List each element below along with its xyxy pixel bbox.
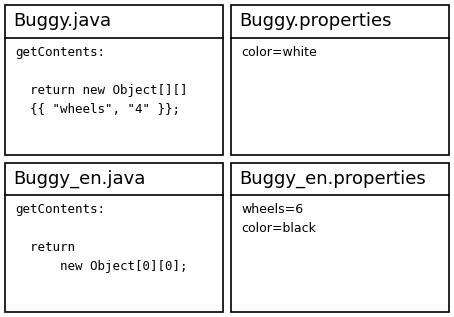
Text: getContents:

  return new Object[][]
  {{ "wheels", "4" }};: getContents: return new Object[][] {{ "w… — [15, 46, 188, 116]
Text: Buggy.java: Buggy.java — [13, 12, 111, 30]
Text: Buggy.properties: Buggy.properties — [239, 12, 391, 30]
Bar — [231, 163, 449, 312]
Bar — [5, 163, 223, 312]
Text: color=white: color=white — [241, 46, 317, 59]
Text: wheels=6
color=black: wheels=6 color=black — [241, 204, 316, 236]
Text: Buggy_en.java: Buggy_en.java — [13, 170, 145, 188]
Text: Buggy_en.properties: Buggy_en.properties — [239, 170, 426, 188]
Bar — [5, 5, 223, 154]
Bar — [231, 5, 449, 154]
Text: getContents:

  return
      new Object[0][0];: getContents: return new Object[0][0]; — [15, 204, 188, 273]
